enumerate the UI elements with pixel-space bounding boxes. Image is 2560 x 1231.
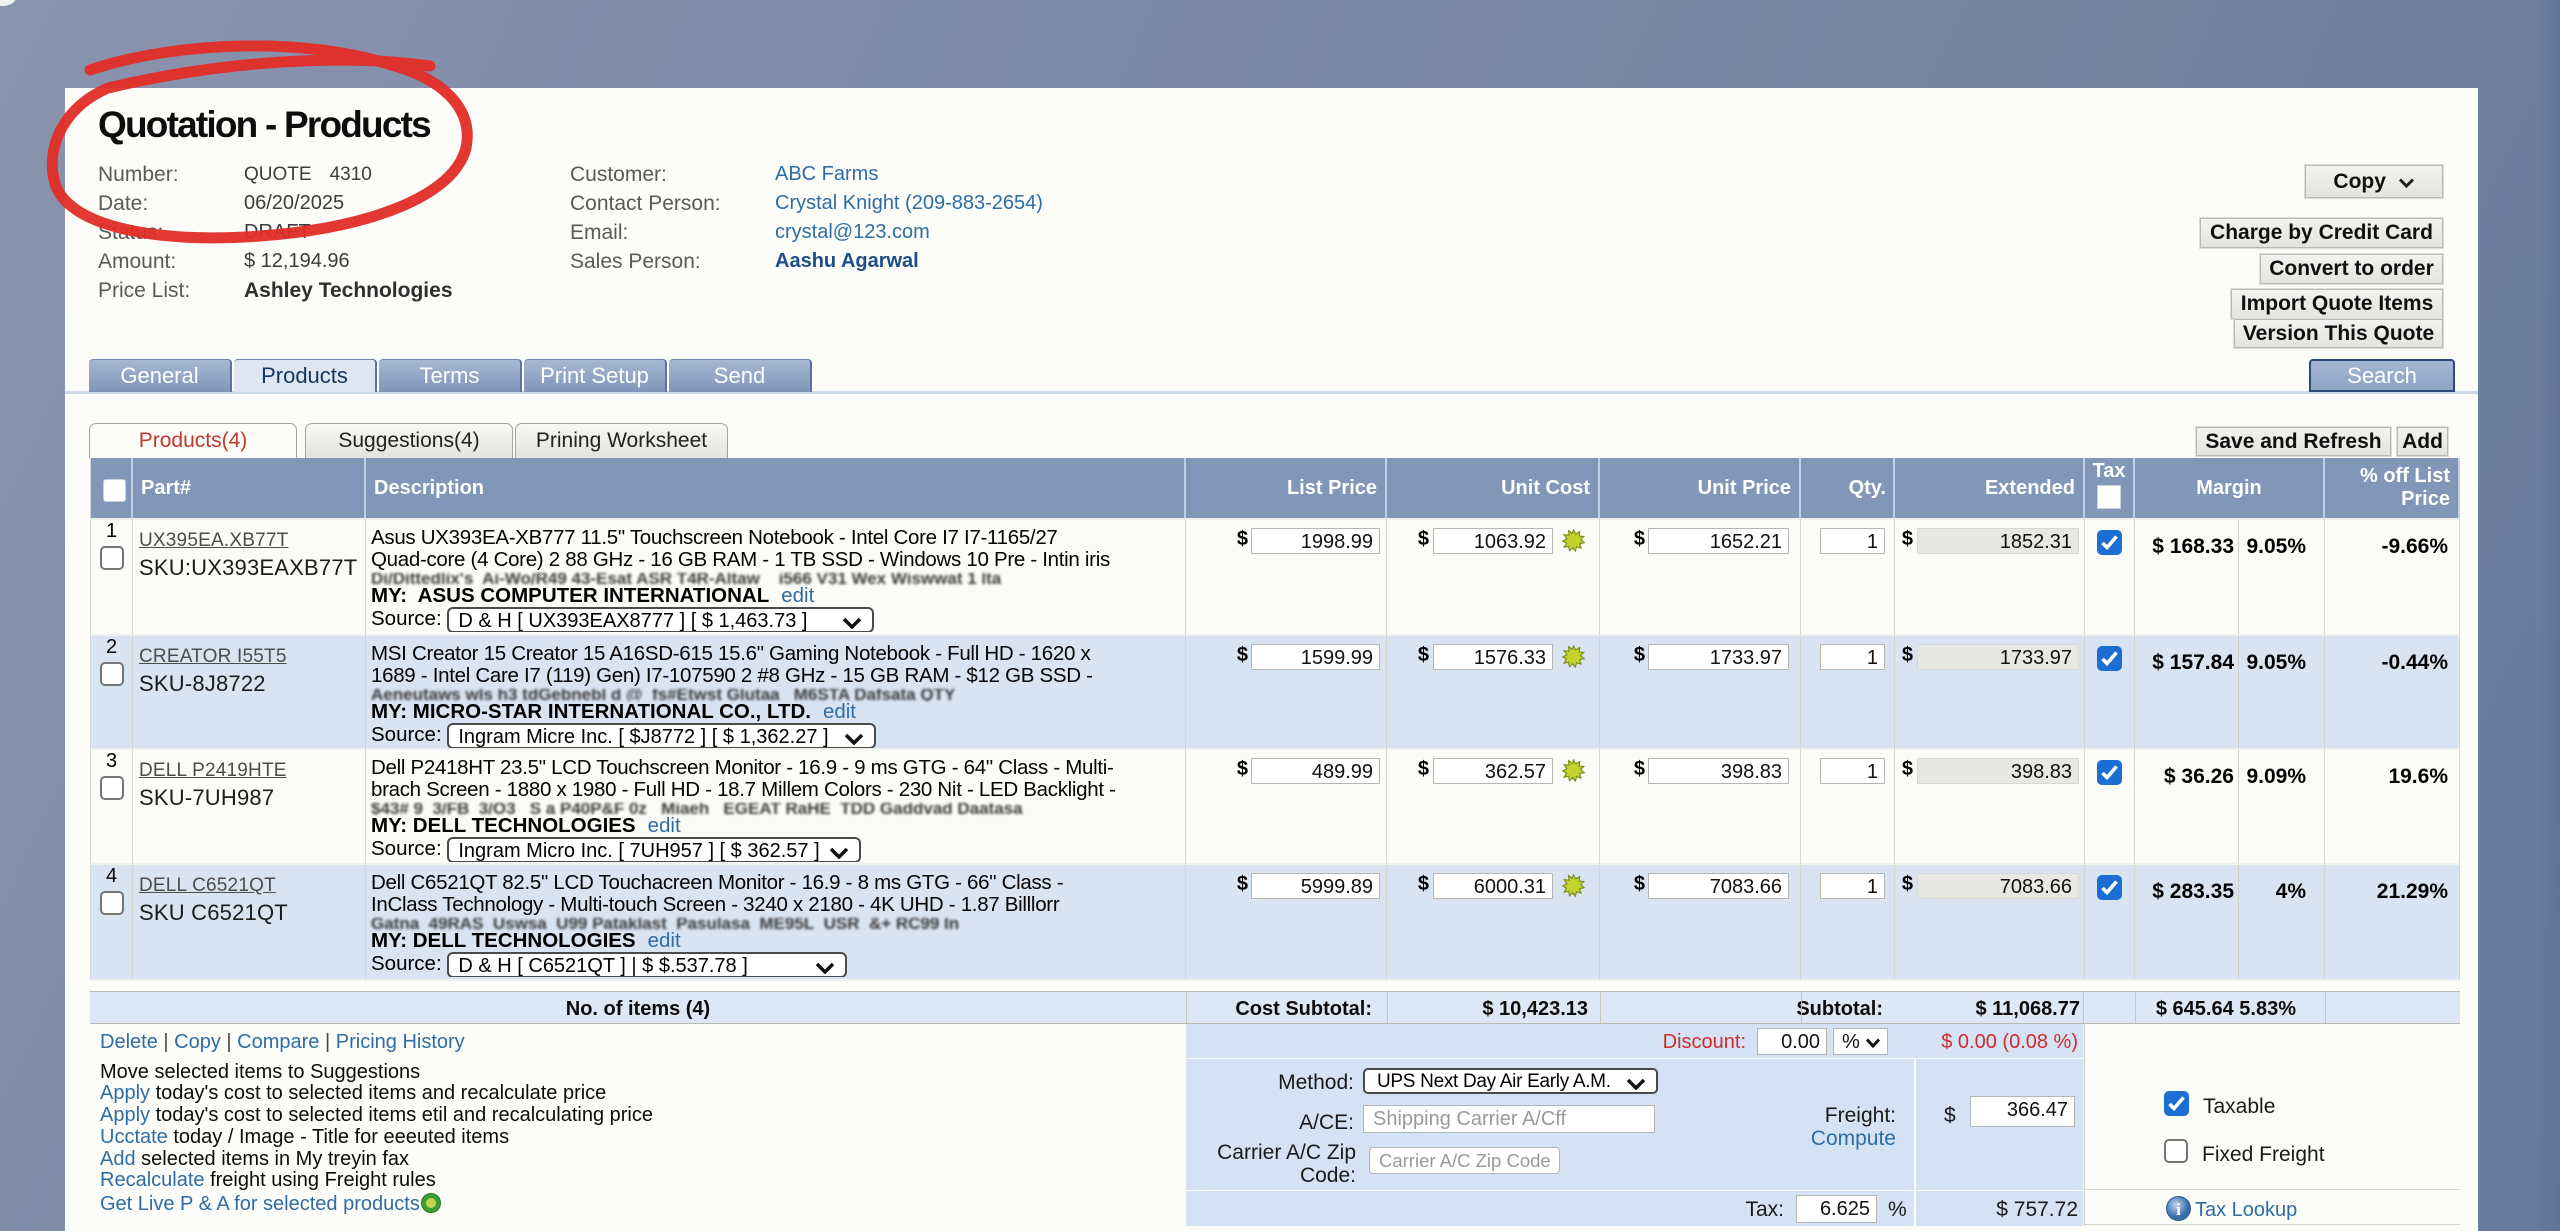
svg-text:i: i [2176,1200,2181,1219]
